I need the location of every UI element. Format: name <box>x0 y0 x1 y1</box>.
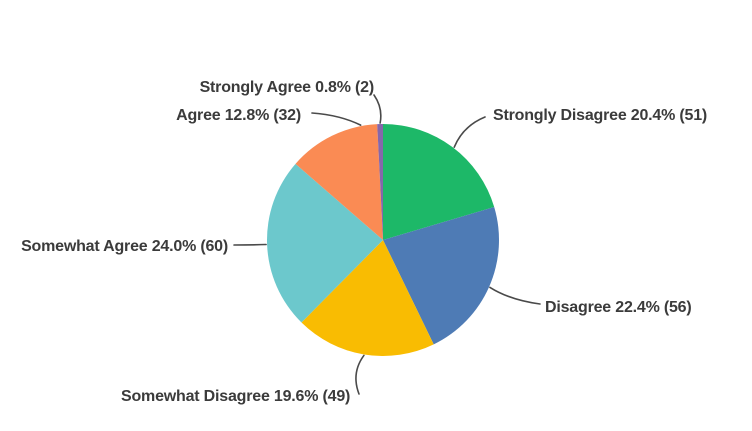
pie-slice-agree <box>295 124 383 240</box>
pie-slice-disagree <box>383 206 500 345</box>
label-somewhat-agree: Somewhat Agree 24.0% (60) <box>21 238 228 255</box>
pie-slice-somewhat-agree <box>267 163 383 323</box>
leader-line-disagree <box>489 286 541 305</box>
pie-slice-strongly-agree <box>377 124 383 240</box>
pie-slice-somewhat-disagree <box>301 240 434 357</box>
leader-line-somewhat-agree <box>233 243 267 246</box>
leader-line-strongly-disagree <box>453 116 486 148</box>
label-strongly-agree: Strongly Agree 0.8% (2) <box>199 79 375 96</box>
leader-line-agree <box>311 112 362 126</box>
label-disagree: Disagree 22.4% (56) <box>545 299 692 316</box>
pie-slice-strongly-disagree <box>383 124 495 240</box>
label-somewhat-disagree: Somewhat Disagree 19.6% (49) <box>121 388 351 405</box>
leader-line-strongly-agree <box>373 94 382 124</box>
leader-line-somewhat-disagree <box>355 354 365 395</box>
leader-lines-group <box>233 94 541 395</box>
label-agree: Agree 12.8% (32) <box>176 107 301 124</box>
label-strongly-disagree: Strongly Disagree 20.4% (51) <box>493 107 708 124</box>
pie-slices-group <box>267 124 500 357</box>
